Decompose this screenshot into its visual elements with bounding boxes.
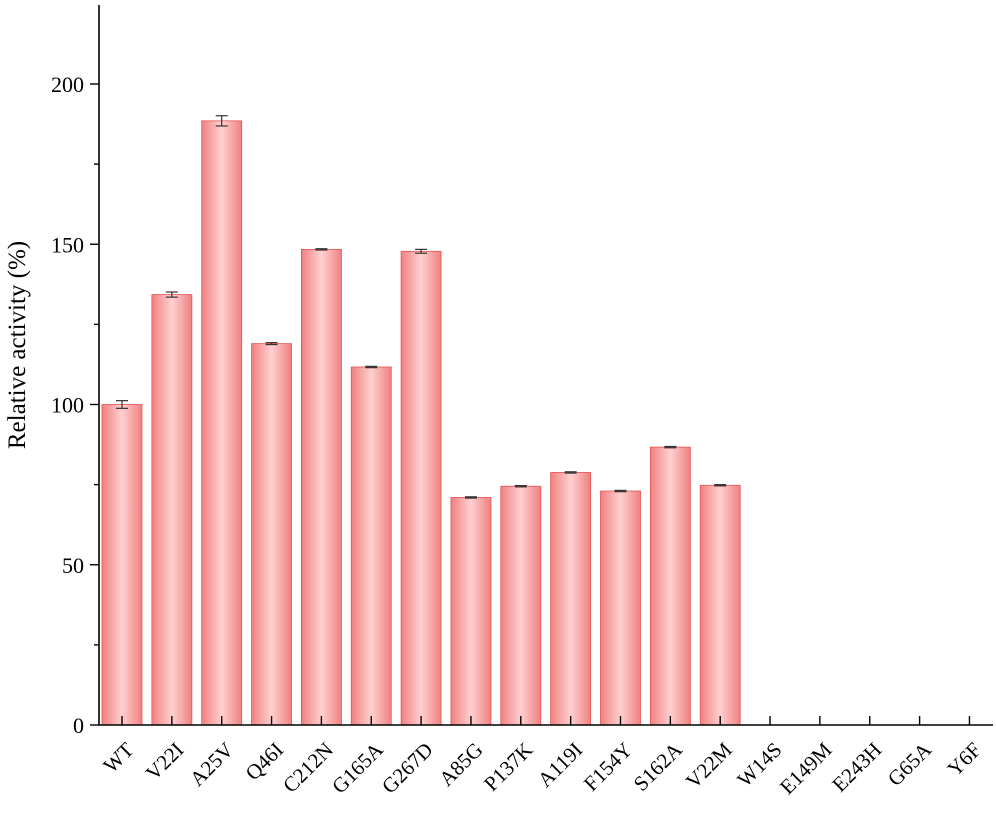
bar-q46i — [251, 343, 292, 726]
bar-a85g — [450, 497, 492, 726]
x-tick-label: Y6F — [943, 738, 986, 781]
y-tick-label: 100 — [51, 393, 84, 418]
bar-c212n — [300, 248, 342, 726]
x-tick-label: A25V — [185, 738, 238, 791]
error-bar-a25v — [215, 115, 228, 127]
error-bar-g165a — [365, 365, 378, 369]
error-bar-c212n — [315, 248, 328, 251]
bar-p137k — [500, 485, 542, 726]
y-tick-label: 50 — [62, 553, 84, 578]
x-tick-label: E243H — [827, 738, 886, 797]
error-bars — [116, 115, 727, 499]
x-tick-label: P137K — [479, 738, 537, 796]
y-ticks: 0 50 100 150 200 — [51, 72, 99, 738]
error-bar-f154y — [614, 489, 627, 493]
y-tick-label: 0 — [73, 713, 84, 738]
x-tick-label: WT — [98, 737, 138, 777]
x-tick-label: G165A — [327, 737, 388, 798]
bar-s162a — [649, 446, 691, 726]
bar-wt — [101, 404, 143, 726]
error-bar-v22i — [165, 291, 178, 298]
error-bar-g267d — [415, 248, 428, 254]
x-tick-label: V22I — [141, 738, 188, 785]
bar-g165a — [350, 366, 392, 726]
error-bar-wt — [116, 400, 128, 409]
error-bar-p137k — [514, 484, 527, 488]
bar-v22i — [151, 294, 193, 726]
x-tick-label: V22M — [681, 737, 737, 793]
bar-a119i — [550, 472, 592, 726]
bars — [101, 120, 741, 726]
x-tick-label: G267D — [377, 738, 438, 799]
x-tick-label: A85G — [434, 738, 487, 791]
y-tick-label: 200 — [51, 72, 84, 97]
error-bar-q46i — [265, 342, 278, 346]
error-bar-v22m — [714, 484, 727, 487]
bar-g267d — [400, 250, 442, 726]
y-axis-title: Relative activity (%) — [4, 241, 31, 449]
x-tick-label: G65A — [883, 737, 937, 791]
y-tick-label: 150 — [51, 232, 84, 257]
x-tick-label: A119I — [533, 738, 587, 792]
x-tick-label: E149M — [775, 737, 837, 799]
axes — [98, 5, 993, 726]
error-bar-s162a — [664, 445, 677, 449]
x-tick-label: F154Y — [579, 738, 637, 796]
error-bar-a119i — [564, 471, 577, 474]
bar-a25v — [201, 120, 243, 726]
x-tick-label: C212N — [278, 738, 338, 798]
bar-f154y — [600, 490, 641, 726]
bar-v22m — [699, 484, 741, 726]
x-tick-label: S162A — [629, 737, 688, 796]
error-bar-a85g — [464, 496, 477, 499]
